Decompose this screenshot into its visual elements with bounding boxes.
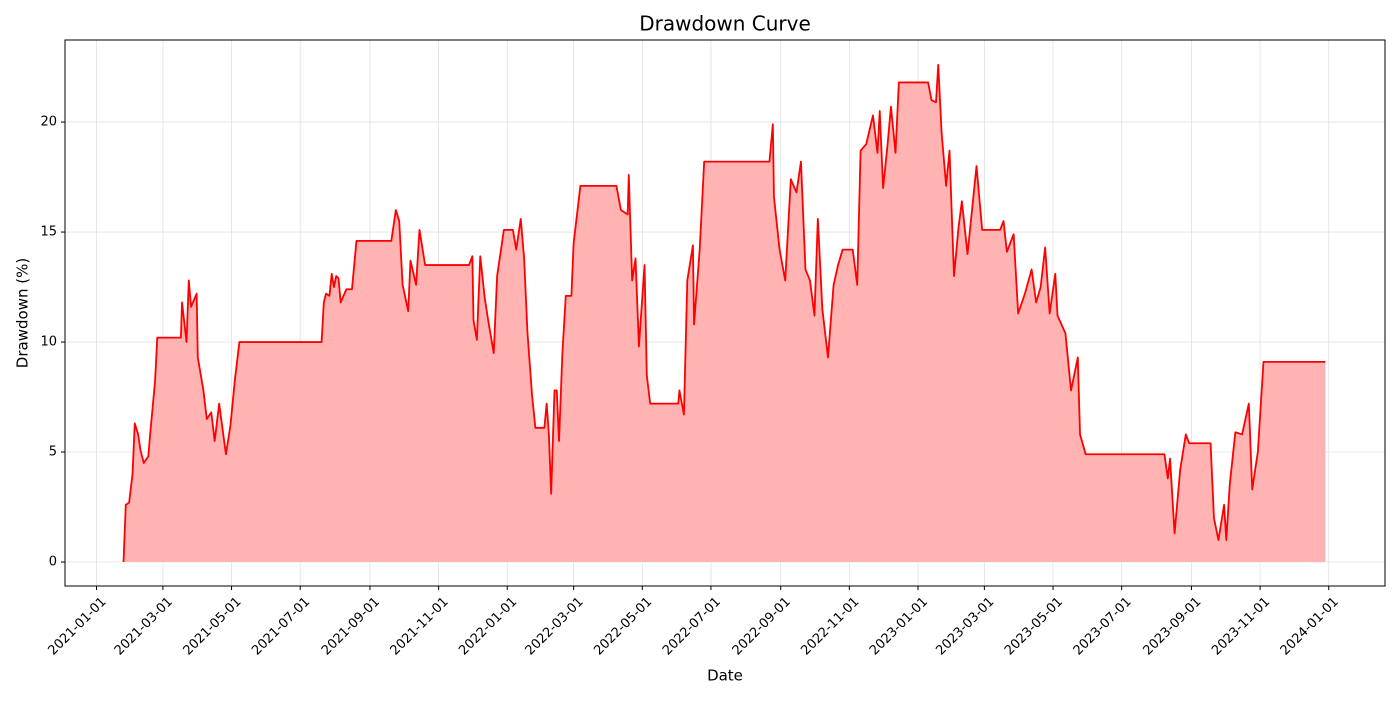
y-axis-label: Drawdown (%)	[14, 258, 32, 368]
x-tick-label: 2023-03-01	[933, 594, 997, 658]
x-tick-label: 2021-05-01	[181, 594, 245, 658]
y-tick-label: 20	[40, 115, 57, 130]
y-tick-label: 5	[49, 445, 57, 460]
x-tick-label: 2023-05-01	[1002, 594, 1066, 658]
y-tick-label: 15	[40, 225, 57, 240]
line	[122, 63, 1326, 563]
plot-frame	[64, 39, 1386, 587]
x-tick-label: 2023-07-01	[1071, 594, 1135, 658]
x-tick-label: 2022-05-01	[591, 594, 655, 658]
x-tick-label: 2021-07-01	[249, 594, 313, 658]
x-tick-label: 2022-09-01	[730, 594, 794, 658]
x-tick-label: 2023-11-01	[1209, 594, 1273, 658]
x-tick-label: 2021-11-01	[388, 594, 452, 658]
x-tick-label: 2024-01-01	[1278, 594, 1342, 658]
x-tick-label: 2023-09-01	[1140, 594, 1204, 658]
y-tick-label: 0	[49, 555, 57, 570]
chart-title: Drawdown Curve	[639, 12, 811, 36]
x-tick-label: 2021-01-01	[46, 594, 110, 658]
y-tick-label: 10	[40, 335, 57, 350]
x-tick-label: 2022-01-01	[456, 594, 520, 658]
x-tick-label: 2022-11-01	[798, 594, 862, 658]
x-tick-label: 2021-03-01	[112, 594, 176, 658]
x-tick-label: 2023-01-01	[867, 594, 931, 658]
x-axis-label: Date	[707, 667, 743, 685]
x-tick-label: 2022-07-01	[660, 594, 724, 658]
x-tick-label: 2022-03-01	[523, 594, 587, 658]
x-tick-label: 2021-09-01	[319, 594, 383, 658]
area-fill	[123, 64, 1326, 563]
